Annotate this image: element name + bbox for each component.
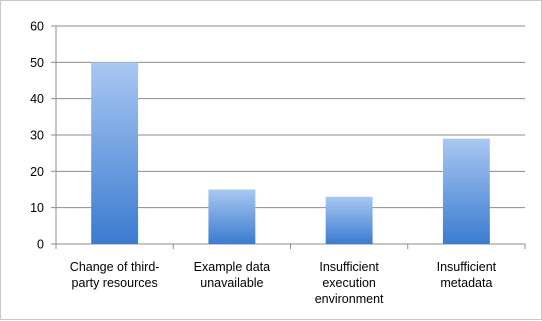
- bars: [91, 62, 490, 245]
- x-category-label-line: execution: [322, 276, 376, 290]
- y-tick-label: 40: [30, 92, 44, 106]
- y-tick-label: 20: [30, 165, 44, 179]
- x-category-label: Insufficient execution environment: [315, 260, 384, 306]
- labels: 0 10 20 30 40 50 60 Change of third-party resou…: [30, 20, 497, 307]
- bar: [91, 62, 139, 245]
- bar: [208, 189, 256, 244]
- x-category-label-line: metadata: [440, 276, 492, 290]
- x-category-label-line: environment: [315, 292, 384, 306]
- x-category-label-line: Change of third-: [70, 260, 160, 274]
- x-category-label: Insufficient metadata: [437, 260, 497, 290]
- y-tick-label: 10: [30, 201, 44, 215]
- bar: [442, 138, 490, 244]
- x-category-label: Change of third-party resources: [70, 260, 160, 290]
- y-tick-label: 50: [30, 56, 44, 70]
- y-tick-label: 0: [37, 238, 44, 252]
- x-category-label-line: unavailable: [200, 276, 263, 290]
- x-category-label-line: Insufficient: [319, 260, 379, 274]
- x-category-label-line: Insufficient: [437, 260, 497, 274]
- x-category-label-line: Example data: [194, 260, 270, 274]
- y-tick-label: 60: [30, 20, 44, 34]
- y-tick-label: 30: [30, 129, 44, 143]
- x-category-label-line: party resources: [72, 276, 158, 290]
- x-category-label: Example data unavailable: [194, 260, 270, 290]
- bar: [325, 196, 373, 244]
